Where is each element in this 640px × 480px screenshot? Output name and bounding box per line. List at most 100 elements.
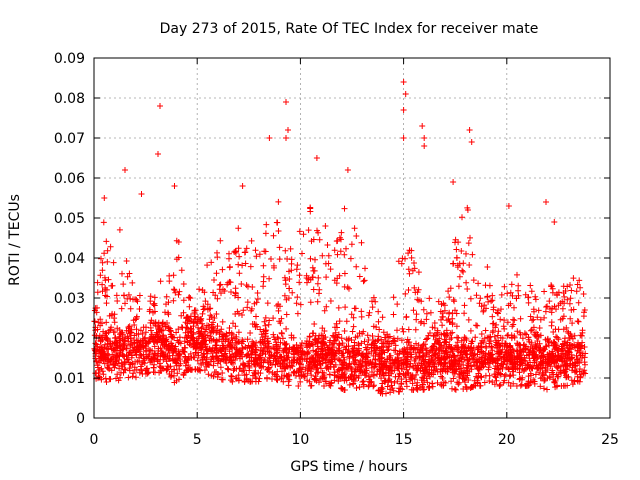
data-point <box>300 364 306 371</box>
data-point <box>322 351 329 358</box>
data-point <box>99 368 106 375</box>
data-point <box>305 348 312 355</box>
data-point <box>435 298 442 305</box>
chart-title: Day 273 of 2015, Rate Of TEC Index for r… <box>160 21 539 37</box>
data-point <box>384 383 391 390</box>
data-point <box>185 353 192 360</box>
data-point <box>199 356 206 363</box>
data-point <box>157 278 164 285</box>
x-tick-label: 10 <box>291 432 309 448</box>
data-point <box>485 356 492 363</box>
data-point <box>524 361 531 368</box>
data-point <box>489 347 496 354</box>
data-point <box>131 367 138 373</box>
data-point <box>257 326 264 333</box>
data-point <box>549 367 556 374</box>
data-point <box>380 329 387 336</box>
data-point <box>474 358 481 365</box>
data-point <box>467 295 474 302</box>
data-point <box>355 347 362 354</box>
data-point <box>311 267 318 274</box>
data-point <box>484 293 491 300</box>
data-point <box>576 368 583 375</box>
data-point <box>557 369 564 376</box>
data-point <box>111 319 118 326</box>
data-point <box>182 329 189 336</box>
data-point <box>157 103 163 109</box>
data-point <box>515 350 522 357</box>
data-point <box>125 374 132 381</box>
data-point <box>460 341 467 348</box>
data-point <box>454 360 461 367</box>
data-point <box>175 348 182 355</box>
data-point <box>143 347 150 354</box>
data-point <box>230 367 237 374</box>
data-point <box>547 357 554 364</box>
data-point <box>298 372 305 379</box>
data-point <box>327 380 334 387</box>
y-tick-label: 0.08 <box>54 91 85 107</box>
data-point <box>197 329 204 336</box>
data-point <box>261 318 268 325</box>
data-point <box>219 266 226 273</box>
data-point <box>272 361 279 368</box>
data-point <box>435 347 442 353</box>
data-point <box>288 260 295 267</box>
data-point <box>489 379 496 386</box>
data-point <box>471 382 477 389</box>
data-point <box>266 275 273 282</box>
data-point <box>390 360 397 367</box>
data-point <box>469 251 476 258</box>
x-tick-label: 15 <box>395 432 413 448</box>
data-point <box>361 277 368 284</box>
data-point <box>235 310 242 317</box>
data-point <box>377 347 384 354</box>
data-point <box>160 365 167 372</box>
data-point <box>534 314 541 321</box>
data-point <box>451 298 458 305</box>
data-point <box>561 370 568 377</box>
data-point <box>438 301 445 308</box>
data-point <box>235 225 242 232</box>
data-point <box>581 367 588 374</box>
data-point <box>450 260 457 267</box>
data-point <box>451 353 458 360</box>
data-point <box>252 344 259 350</box>
data-point <box>497 316 504 323</box>
data-point <box>247 330 254 336</box>
data-point <box>104 258 111 265</box>
data-point <box>390 294 397 301</box>
data-point <box>560 382 567 389</box>
data-point <box>563 374 570 381</box>
data-point <box>157 335 164 342</box>
data-point <box>168 372 175 379</box>
data-point <box>490 320 497 327</box>
data-point <box>404 353 411 360</box>
data-point <box>329 341 336 348</box>
data-point <box>320 355 327 362</box>
data-point <box>243 245 250 252</box>
data-point <box>257 354 264 361</box>
data-point <box>440 313 446 320</box>
data-point <box>475 280 482 287</box>
data-point <box>304 370 311 377</box>
data-point <box>525 294 532 301</box>
data-point <box>413 366 420 373</box>
data-point <box>442 379 449 386</box>
data-point <box>370 294 377 301</box>
data-point <box>331 377 338 384</box>
data-point <box>147 319 154 326</box>
data-point <box>219 318 226 325</box>
data-point <box>446 353 453 360</box>
data-point <box>481 335 488 342</box>
data-point <box>214 360 221 367</box>
data-point <box>559 305 566 312</box>
data-point <box>376 368 383 375</box>
data-point <box>118 305 125 312</box>
data-point <box>227 279 234 286</box>
data-point <box>99 267 106 274</box>
data-point <box>105 365 111 372</box>
data-point <box>343 245 349 252</box>
data-point <box>356 384 363 391</box>
data-point <box>270 344 277 351</box>
